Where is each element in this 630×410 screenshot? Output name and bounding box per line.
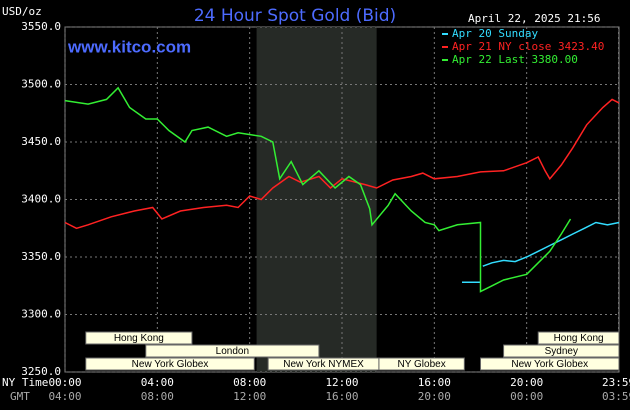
series-line [462,221,620,284]
session-box [537,331,620,345]
session-box [145,344,320,358]
session-label: Hong Kong [554,333,604,344]
x2-tick-label: 20:00 [418,390,451,403]
y-tick-label: 3300.0 [21,308,61,321]
y-tick-label: 3400.0 [21,193,61,206]
session-label: London [216,346,249,357]
x-tick-label: 12:00 [325,376,358,389]
timestamp: April 22, 2025 21:56 [468,12,600,25]
y-tick-label: 3550.0 [21,20,61,33]
x2-tick-label: 08:00 [141,390,174,403]
legend-label: Apr 20 Sunday [452,27,538,40]
x-tick-label: 23:59 [602,376,630,389]
session-label: New York Globex [511,359,588,370]
y-tick-label: 3250.0 [21,365,61,378]
session-box [378,357,465,371]
watermark: www.kitco.com [67,37,191,56]
legend-label: Apr 22 Last 3380.00 [452,53,578,66]
session-label: Hong Kong [114,333,164,344]
legend-label: Apr 21 NY close 3423.40 [452,40,604,53]
x-tick-label: 00:00 [48,376,81,389]
x-tick-label: 20:00 [510,376,543,389]
session-label: NY Globex [398,359,446,370]
series-line [64,98,620,230]
x2-tick-label: 16:00 [325,390,358,403]
y-tick-label: 3350.0 [21,250,61,263]
x2-tick-label: 00:00 [510,390,543,403]
x2-tick-label: 03:59 [602,390,630,403]
x-tick-label: 04:00 [141,376,174,389]
unit-label: USD/oz [2,5,42,18]
x-tick-label: 16:00 [418,376,451,389]
y-tick-label: 3450.0 [21,135,61,148]
chart-title: 24 Hour Spot Gold (Bid) [194,6,396,26]
session-box [480,357,620,371]
session-box [85,357,255,371]
session-label: New York NYMEX [283,359,364,370]
x2-tick-label: 04:00 [48,390,81,403]
y-tick-label: 3500.0 [21,78,61,91]
x-row-label: NY Time [2,376,48,389]
session-label: New York Globex [132,359,209,370]
session-box [85,331,193,345]
x2-row-label: GMT [10,390,30,403]
series-line [64,86,572,293]
session-label: Sydney [545,346,578,357]
x2-tick-label: 12:00 [233,390,266,403]
x-tick-label: 08:00 [233,376,266,389]
session-box [503,344,620,358]
